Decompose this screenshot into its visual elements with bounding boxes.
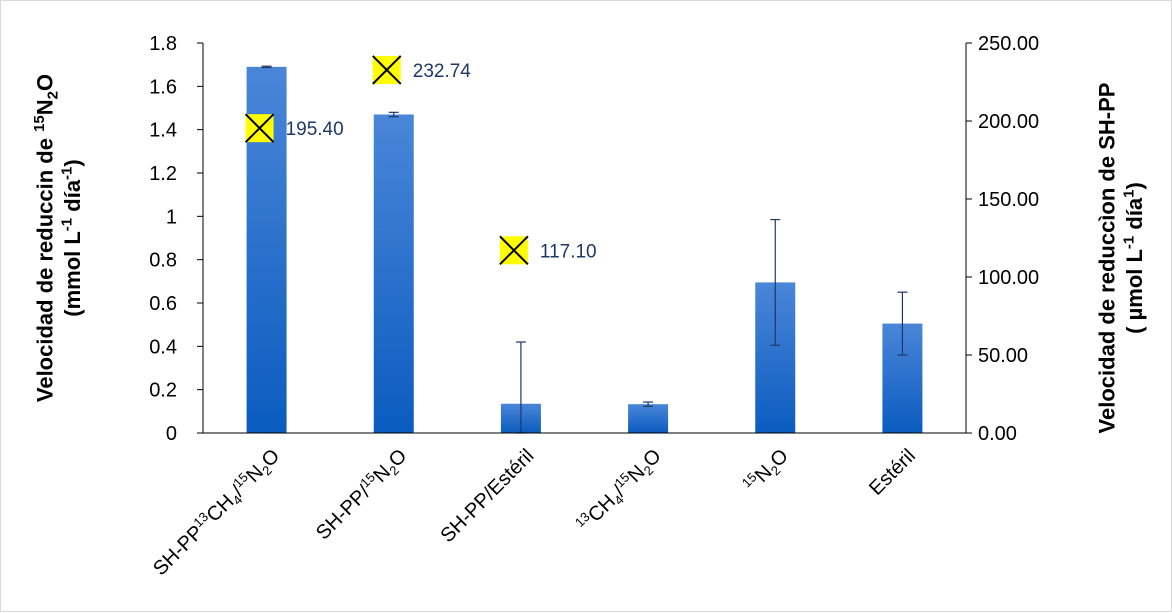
- data-label: 232.74: [413, 61, 472, 82]
- bar: [373, 114, 414, 433]
- left-tick-label: 0.6: [149, 293, 177, 315]
- left-axis-ticks: 0 0.2 0.4 0.6 0.8 1 1.2 1.4 1.6 1.8: [149, 33, 203, 445]
- bars: [246, 66, 923, 433]
- error-bar: [261, 65, 272, 69]
- left-y-axis-title: Velocidad de reduccin de 15N2O(mmol L-1 …: [31, 74, 85, 402]
- left-tick-label: 0: [166, 423, 177, 445]
- right-tick-label: 150.00: [978, 189, 1039, 211]
- x-category-label: SH-PP/15N2O: [310, 443, 413, 546]
- x-category-label: SH-PP/Estéril: [436, 445, 538, 547]
- error-bar: [643, 401, 654, 407]
- marker-point: 195.40: [244, 113, 344, 143]
- right-tick-label: 0.00: [978, 423, 1017, 445]
- right-y-axis-title: Velocidad de reduccìon de SH-PP( µmol L-…: [1095, 83, 1148, 434]
- error-bar: [388, 111, 399, 118]
- axes: [202, 43, 967, 434]
- left-tick-label: 1.4: [149, 120, 177, 142]
- right-tick-label: 250.00: [978, 33, 1039, 55]
- right-tick-label: 200.00: [978, 111, 1039, 133]
- right-tick-label: 50.00: [978, 345, 1028, 367]
- marker-point: 117.10: [499, 235, 597, 266]
- x-category-label: SH-PP13CH4/15N2O: [147, 443, 286, 582]
- bar: [628, 404, 669, 433]
- error-bars: [261, 65, 908, 434]
- right-tick-label: 100.00: [978, 267, 1039, 289]
- right-axis-ticks: 0.00 50.00 100.00 150.00 200.00 250.00: [966, 33, 1039, 445]
- data-label: 195.40: [286, 119, 344, 140]
- error-bar: [897, 291, 908, 356]
- x-category-label: 15N2O: [739, 443, 795, 499]
- left-tick-label: 1.6: [149, 76, 177, 98]
- left-tick-label: 1: [166, 206, 177, 228]
- left-tick-label: 1.2: [149, 163, 177, 185]
- marker-point: 232.74: [372, 55, 472, 85]
- left-tick-label: 0.2: [149, 380, 177, 402]
- markers: 195.40 232.74 117.10: [244, 55, 597, 266]
- error-bar: [770, 218, 781, 346]
- left-tick-label: 0.4: [149, 336, 177, 358]
- left-tick-label: 1.8: [149, 33, 177, 55]
- x-category-label: Estéril: [865, 445, 920, 500]
- left-tick-label: 0.8: [149, 250, 177, 272]
- data-label: 117.10: [540, 241, 597, 262]
- x-category-label: 13CH4/15N2O: [572, 443, 667, 538]
